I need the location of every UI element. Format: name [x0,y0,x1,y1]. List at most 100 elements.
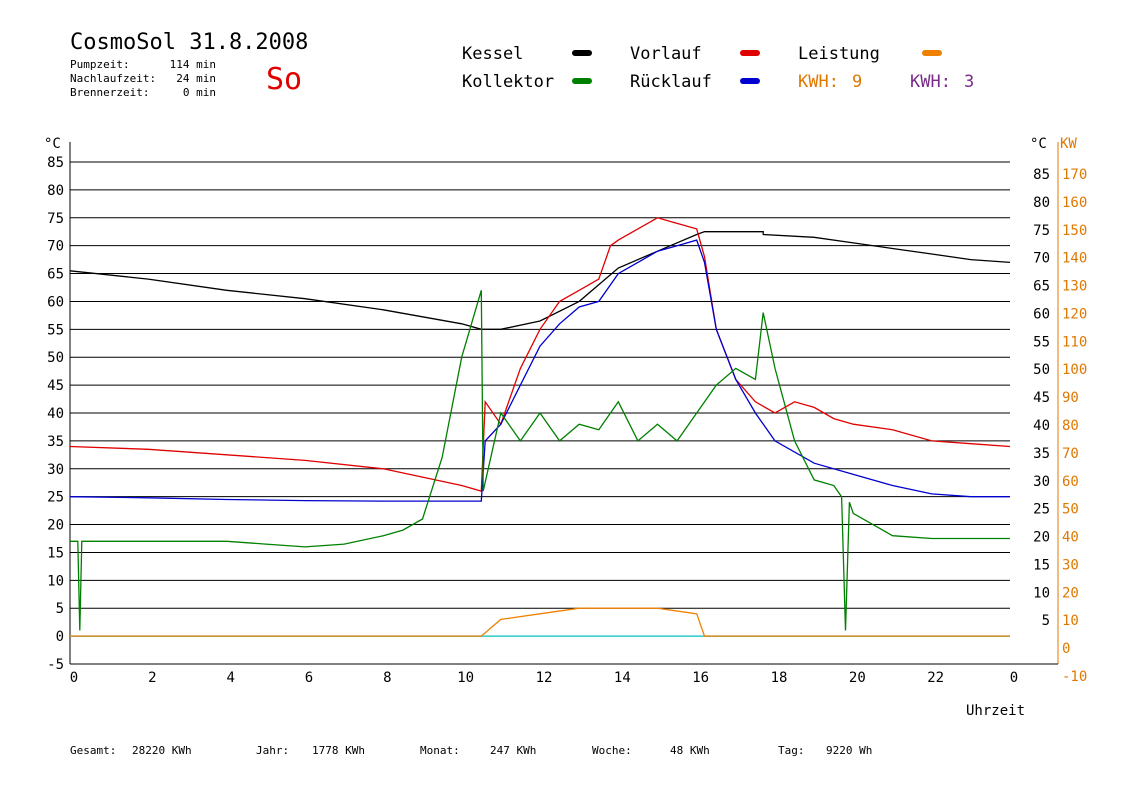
footer-tag-value: 9220 Wh [826,744,873,757]
stat-value-nachlaufzeit: 24 min [176,72,216,85]
y-tick-label-left: 10 [47,573,64,589]
y-tick-label-left: 85 [47,155,64,171]
y-tick-label-right-power: 140 [1062,251,1087,267]
y-tick-label-left: -5 [47,657,64,673]
y-tick-label-right-power: 40 [1062,530,1079,546]
x-tick-label: 0 [1010,670,1018,686]
y-tick-label-left: 45 [47,378,64,394]
x-tick-label: 22 [927,670,944,686]
y-tick-label-right-temp: 75 [1033,223,1050,239]
footer-gesamt-value: 28220 KWh [132,744,192,757]
y-tick-label-right-power: 110 [1062,334,1087,350]
y-tick-label-right-temp: 45 [1033,390,1050,406]
y-tick-label-right-temp: 50 [1033,362,1050,378]
y-tick-label-right-temp: 55 [1033,334,1050,350]
legend-kessel-label: Kessel [462,44,524,64]
y-tick-label-right-temp: 5 [1042,613,1050,629]
stat-label-nachlaufzeit: Nachlaufzeit: [70,72,157,85]
legend-vorlauf-label: Vorlauf [630,44,702,64]
y-tick-label-right-power: 10 [1062,613,1079,629]
footer-woche-value: 48 KWh [670,744,710,757]
y-tick-label-left: 40 [47,406,64,422]
legend-vorlauf-swatch [740,50,760,56]
y-tick-label-right-temp: 20 [1033,530,1050,546]
y-tick-label-right-power: 30 [1062,557,1079,573]
y-tick-label-right-temp: 25 [1033,502,1050,518]
footer-tag-label: Tag: [778,744,805,757]
y-tick-label-right-temp: 60 [1033,306,1050,322]
kwh-orange-value: 9 [852,72,863,92]
footer-monat-value: 247 KWh [490,744,537,757]
y-tick-label-right-power: 70 [1062,446,1079,462]
chart-title: CosmoSol 31.8.2008 [70,30,309,55]
legend-leistung-label: Leistung [798,44,880,64]
x-tick-label: 14 [614,670,631,686]
y-tick-label-right-temp: 40 [1033,418,1050,434]
y-tick-label-right-power: -10 [1062,669,1087,685]
y-tick-label-right-power: 80 [1062,418,1079,434]
kwh-purple-label: KWH: [910,72,951,92]
y-tick-label-left: 65 [47,267,64,283]
y-tick-label-left: 60 [47,294,64,310]
y-tick-label-right-power: 20 [1062,585,1079,601]
stat-label-brennerzeit: Brennerzeit: [70,86,150,99]
y-tick-label-right-temp: 80 [1033,195,1050,211]
footer-jahr-label: Jahr: [256,744,290,757]
x-tick-label: 2 [148,670,156,686]
x-tick-label: 18 [771,670,788,686]
x-tick-label: 8 [383,670,391,686]
y-tick-label-left: 5 [56,601,64,617]
x-tick-label: 4 [226,670,234,686]
y-tick-label-right-power: 160 [1062,195,1087,211]
y-tick-label-right-temp: 85 [1033,167,1050,183]
y-tick-label-left: 25 [47,490,64,506]
legend-kollektor-label: Kollektor [462,72,555,92]
y-tick-label-left: 50 [47,350,64,366]
weekday-label: So [266,62,303,97]
footer-woche-label: Woche: [592,744,632,757]
stat-value-pumpzeit: 114 min [169,58,216,71]
y-tick-label-right-temp: 35 [1033,446,1050,462]
stat-label-pumpzeit: Pumpzeit: [70,58,130,71]
footer-monat-label: Monat: [420,744,460,757]
y-tick-label-right-power: 100 [1062,362,1087,378]
y-tick-label-left: 30 [47,462,64,478]
footer-jahr-value: 1778 KWh [312,744,365,757]
x-tick-label: 0 [70,670,78,686]
y-tick-label-right-power: 0 [1062,641,1070,657]
y-axis-unit-power: KW [1060,136,1077,152]
y-tick-label-right-temp: 70 [1033,251,1050,267]
y-tick-label-left: 20 [47,518,64,534]
x-tick-label: 12 [536,670,553,686]
y-tick-label-left: 80 [47,183,64,199]
y-tick-label-left: 55 [47,322,64,338]
footer-gesamt-label: Gesamt: [70,744,117,757]
y-tick-label-left: 75 [47,211,64,227]
y-tick-label-left: 0 [56,629,64,645]
y-tick-label-right-temp: 65 [1033,279,1050,295]
x-axis-label: Uhrzeit [966,703,1025,719]
y-tick-label-right-temp: 30 [1033,474,1050,490]
legend-kessel-swatch [572,50,592,56]
y-tick-label-right-temp: 15 [1033,557,1050,573]
y-tick-label-right-power: 90 [1062,390,1079,406]
series-line-vorlauf [69,217,1011,492]
legend-ruecklauf-label: Rücklauf [630,72,712,92]
kwh-purple-value: 3 [964,72,975,92]
x-tick-label: 20 [849,670,866,686]
y-tick-label-right-power: 170 [1062,167,1087,183]
legend-leistung-swatch [922,50,942,56]
y-tick-label-right-temp: 10 [1033,585,1050,601]
kwh-orange-label: KWH: [798,72,839,92]
y-tick-label-left: 70 [47,239,64,255]
y-tick-label-right-power: 50 [1062,502,1079,518]
y-tick-label-right-power: 150 [1062,223,1087,239]
y-tick-label-left: 15 [47,545,64,561]
legend-kollektor-swatch [572,78,592,84]
x-tick-label: 16 [692,670,709,686]
series-line-kollektor [70,290,1010,631]
y-tick-label-right-power: 120 [1062,306,1087,322]
x-tick-label: 10 [457,670,474,686]
x-tick-label: 6 [305,670,313,686]
